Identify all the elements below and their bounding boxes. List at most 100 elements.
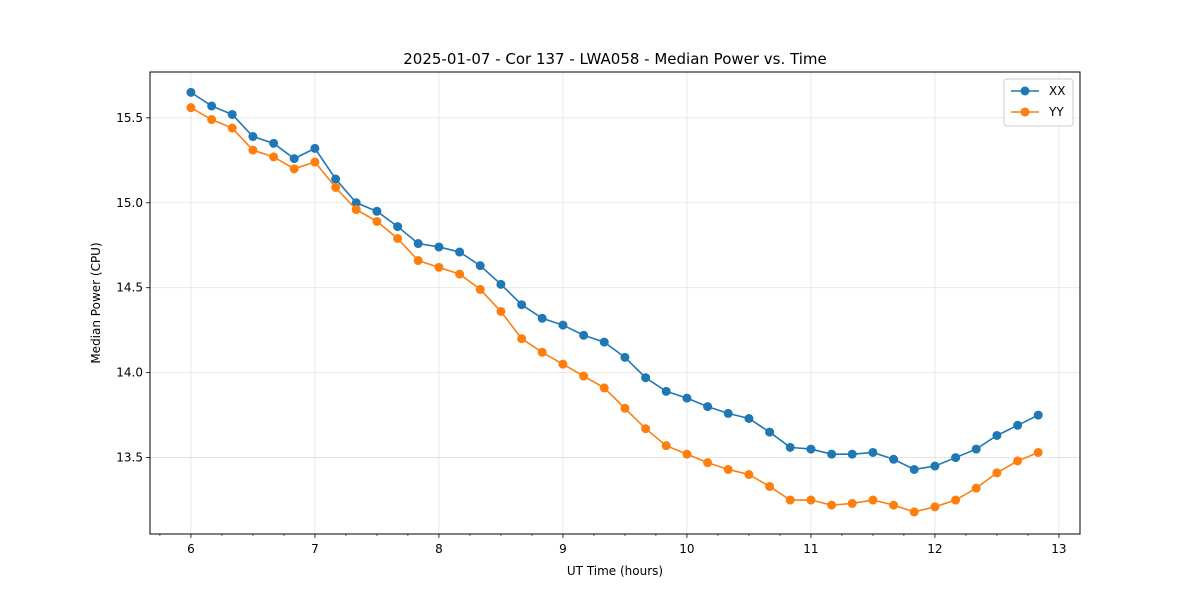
data-point-xx [1033, 410, 1043, 420]
data-point-xx [413, 239, 423, 249]
y-tick-label: 15.5 [116, 111, 143, 125]
data-point-xx [682, 393, 692, 403]
data-point-yy [806, 495, 816, 505]
x-tick-label: 12 [927, 542, 942, 556]
data-point-xx [475, 261, 485, 271]
data-point-xx [641, 373, 651, 383]
data-point-xx [868, 447, 878, 457]
data-point-yy [579, 371, 589, 381]
grid [150, 72, 1080, 534]
legend: XX YY [1003, 78, 1074, 127]
legend-label-xx: XX [1049, 84, 1065, 98]
data-point-yy [558, 359, 568, 369]
data-point-yy [434, 262, 444, 272]
data-point-xx [186, 87, 196, 97]
chart-title: 2025-01-07 - Cor 137 - LWA058 - Median P… [403, 50, 827, 68]
data-point-yy [847, 498, 857, 508]
data-point-yy [744, 470, 754, 480]
data-point-yy [971, 483, 981, 493]
data-point-yy [289, 164, 299, 174]
data-point-xx [971, 444, 981, 454]
data-point-xx [785, 442, 795, 452]
data-point-xx [930, 461, 940, 471]
data-point-yy [889, 500, 899, 510]
series-yy [186, 103, 1043, 517]
y-axis-label: Median Power (CPU) [89, 242, 103, 363]
y-tick-label: 14.0 [116, 366, 143, 380]
data-point-xx [620, 352, 630, 362]
x-axis: 6 7 8 9 10 11 12 13 [159, 534, 1067, 556]
data-point-xx [579, 330, 589, 340]
data-point-yy [951, 495, 961, 505]
y-axis: 13.5 14.0 14.5 15.0 15.5 [116, 111, 150, 465]
data-point-yy [269, 152, 279, 162]
legend-label-yy: YY [1048, 105, 1064, 119]
data-point-xx [827, 449, 837, 459]
data-point-xx [393, 222, 403, 232]
data-point-xx [723, 408, 733, 418]
data-point-yy [310, 157, 320, 167]
data-point-yy [599, 383, 609, 393]
series-xx [186, 87, 1043, 474]
data-point-xx [558, 320, 568, 330]
data-point-xx [517, 300, 527, 310]
x-tick-label: 13 [1051, 542, 1066, 556]
x-tick-label: 8 [435, 542, 443, 556]
data-point-xx [289, 154, 299, 164]
data-point-xx [599, 337, 609, 347]
data-point-yy [785, 495, 795, 505]
data-point-xx [351, 198, 361, 208]
data-point-yy [186, 103, 196, 113]
data-point-yy [723, 464, 733, 474]
data-point-xx [909, 464, 919, 474]
x-tick-label: 10 [679, 542, 694, 556]
data-point-xx [951, 453, 961, 463]
data-point-yy [661, 441, 671, 451]
data-point-yy [909, 507, 919, 517]
data-point-yy [682, 449, 692, 459]
data-point-yy [827, 500, 837, 510]
data-point-yy [620, 403, 630, 413]
data-point-xx [806, 444, 816, 454]
x-tick-label: 11 [803, 542, 818, 556]
data-point-xx [331, 174, 341, 184]
data-point-xx [703, 402, 713, 412]
legend-marker-xx [1020, 86, 1030, 96]
data-point-yy [517, 334, 527, 344]
data-point-xx [372, 206, 382, 216]
data-point-yy [455, 269, 465, 279]
data-point-yy [765, 481, 775, 491]
x-tick-label: 7 [311, 542, 319, 556]
data-point-xx [496, 279, 506, 289]
legend-marker-yy [1020, 107, 1030, 117]
y-tick-label: 14.5 [116, 281, 143, 295]
x-axis-label: UT Time (hours) [567, 564, 663, 578]
data-point-xx [847, 449, 857, 459]
data-point-yy [641, 424, 651, 434]
data-point-xx [537, 313, 547, 323]
data-point-xx [269, 138, 279, 148]
data-point-xx [765, 427, 775, 437]
data-point-yy [1013, 456, 1023, 466]
data-point-yy [351, 205, 361, 215]
data-point-yy [703, 458, 713, 468]
data-point-yy [496, 306, 506, 316]
data-point-xx [227, 109, 237, 119]
data-point-yy [992, 468, 1002, 478]
data-point-xx [661, 386, 671, 396]
data-point-yy [413, 256, 423, 266]
data-point-xx [207, 101, 217, 111]
x-tick-label: 9 [559, 542, 567, 556]
y-tick-label: 13.5 [116, 451, 143, 465]
series-layer [186, 87, 1043, 517]
data-point-yy [372, 216, 382, 226]
y-tick-label: 15.0 [116, 196, 143, 210]
data-point-yy [1033, 447, 1043, 457]
data-point-xx [1013, 420, 1023, 430]
data-point-xx [992, 430, 1002, 440]
data-point-yy [475, 284, 485, 294]
data-point-yy [868, 495, 878, 505]
data-point-yy [227, 123, 237, 133]
